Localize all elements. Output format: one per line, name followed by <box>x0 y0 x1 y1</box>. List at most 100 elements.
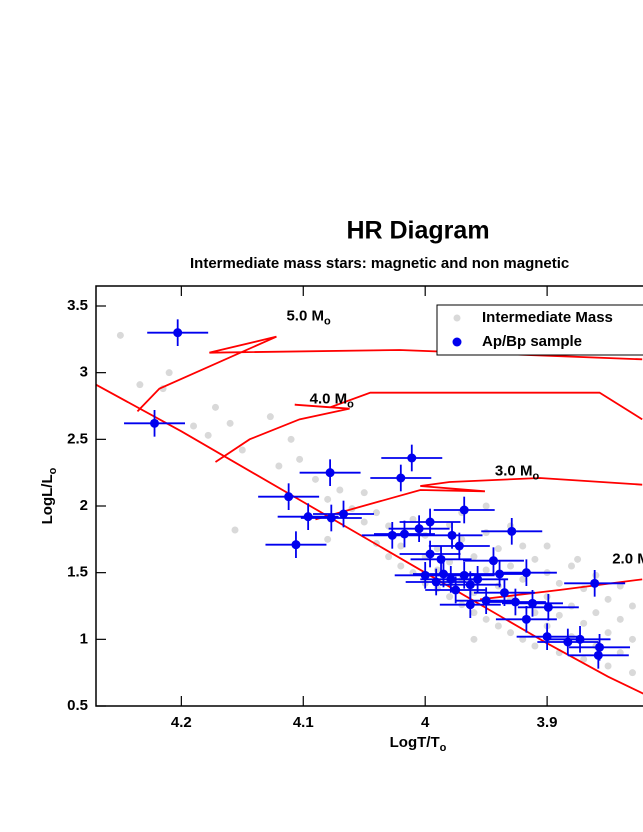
legend-marker <box>452 337 462 347</box>
background-star <box>336 486 344 494</box>
apbp-star <box>173 328 183 338</box>
legend-label: Ap/Bp sample <box>482 333 582 350</box>
background-star <box>616 615 624 623</box>
apbp-star <box>543 602 553 612</box>
y-tick-label: 1 <box>80 630 88 647</box>
y-tick-label: 0.5 <box>67 697 88 714</box>
apbp-star <box>303 512 313 522</box>
track-label-sub: o <box>532 470 539 482</box>
apbp-star <box>326 513 336 523</box>
background-star <box>519 635 527 643</box>
y-tick-label: 3.5 <box>67 297 88 314</box>
track-label-text: 3.0 M <box>495 462 533 479</box>
background-star <box>580 619 588 627</box>
background-star <box>580 655 588 663</box>
apbp-star <box>575 634 585 644</box>
background-star <box>136 381 144 389</box>
background-star <box>360 518 368 526</box>
background-star <box>165 369 173 377</box>
legend-box <box>436 304 643 356</box>
x-tick-label: 3.9 <box>537 714 558 731</box>
background-star <box>628 602 636 610</box>
apbp-star <box>339 509 349 519</box>
plot-area: 5.0 Mo4.0 Mo3.0 Mo2.0 Mo <box>96 308 643 695</box>
background-star <box>275 462 283 470</box>
background-star <box>543 593 551 601</box>
background-star <box>482 615 490 623</box>
background-star <box>385 522 393 530</box>
track-label-text: 5.0 M <box>286 308 324 325</box>
apbp-star <box>499 588 509 598</box>
track-label: 4.0 Mo <box>310 390 355 410</box>
apbp-star <box>396 473 406 483</box>
apbp-star <box>420 570 430 580</box>
apbp-star <box>436 554 446 564</box>
apbp-star <box>459 570 469 580</box>
background-star <box>231 526 239 534</box>
apbp-star <box>521 614 531 624</box>
background-star <box>604 662 612 670</box>
background-star <box>531 555 539 563</box>
background-star <box>482 566 490 574</box>
background-star <box>574 555 582 563</box>
apbp-star <box>465 580 475 590</box>
track-label-sub: o <box>347 398 354 410</box>
legend: Intermediate Mass Ap/Bp sample <box>436 304 643 356</box>
evolution-track <box>214 391 643 463</box>
background-star <box>604 595 612 603</box>
track-label: 3.0 Mo <box>495 462 540 482</box>
background-star <box>324 535 332 543</box>
apbp-star <box>414 524 424 534</box>
x-tick-label: 4 <box>421 714 430 731</box>
background-star <box>616 582 624 590</box>
chart-subtitle: Intermediate mass stars: magnetic and no… <box>190 255 569 272</box>
zams-line <box>96 383 643 695</box>
plot-frame <box>95 285 643 707</box>
x-axis-label: LogT/To <box>390 734 447 754</box>
background-star <box>385 553 393 561</box>
apbp-star <box>542 632 552 642</box>
apbp-star <box>407 453 417 463</box>
background-star <box>494 622 502 630</box>
apbp-star <box>447 530 457 540</box>
background-star <box>211 403 219 411</box>
apbp-star <box>527 598 537 608</box>
background-star <box>397 542 405 550</box>
evolution-track <box>315 477 643 521</box>
apbp-star <box>507 526 517 536</box>
apbp-star <box>473 574 483 584</box>
background-star <box>296 455 304 463</box>
background-star <box>238 446 246 454</box>
background-star <box>592 571 600 579</box>
background-star <box>507 629 515 637</box>
background-star <box>531 642 539 650</box>
background-star <box>555 579 563 587</box>
apbp-star <box>325 468 335 478</box>
apbp-star <box>465 600 475 610</box>
background-star <box>519 575 527 583</box>
background-star <box>470 609 478 617</box>
background-star <box>543 542 551 550</box>
apbp-star <box>593 650 603 660</box>
background-star <box>628 669 636 677</box>
legend-marker <box>453 314 461 322</box>
apbp-star <box>510 597 520 607</box>
apbp-star <box>459 505 469 515</box>
apbp-star <box>454 541 464 551</box>
y-tick-label: 3 <box>80 364 88 381</box>
background-star <box>616 649 624 657</box>
background-star <box>204 431 212 439</box>
background-star <box>372 509 380 517</box>
background-star <box>266 413 274 421</box>
background-star <box>360 489 368 497</box>
background-star <box>226 419 234 427</box>
track-label-text: 4.0 M <box>310 390 348 407</box>
background-star <box>494 582 502 590</box>
apbp-star <box>595 642 605 652</box>
apbp-star <box>387 530 397 540</box>
y-tick-label: 2 <box>80 497 88 514</box>
track-label-sub: o <box>324 316 331 328</box>
apbp-star <box>399 529 409 539</box>
background-star <box>311 475 319 483</box>
background-star <box>507 562 515 570</box>
